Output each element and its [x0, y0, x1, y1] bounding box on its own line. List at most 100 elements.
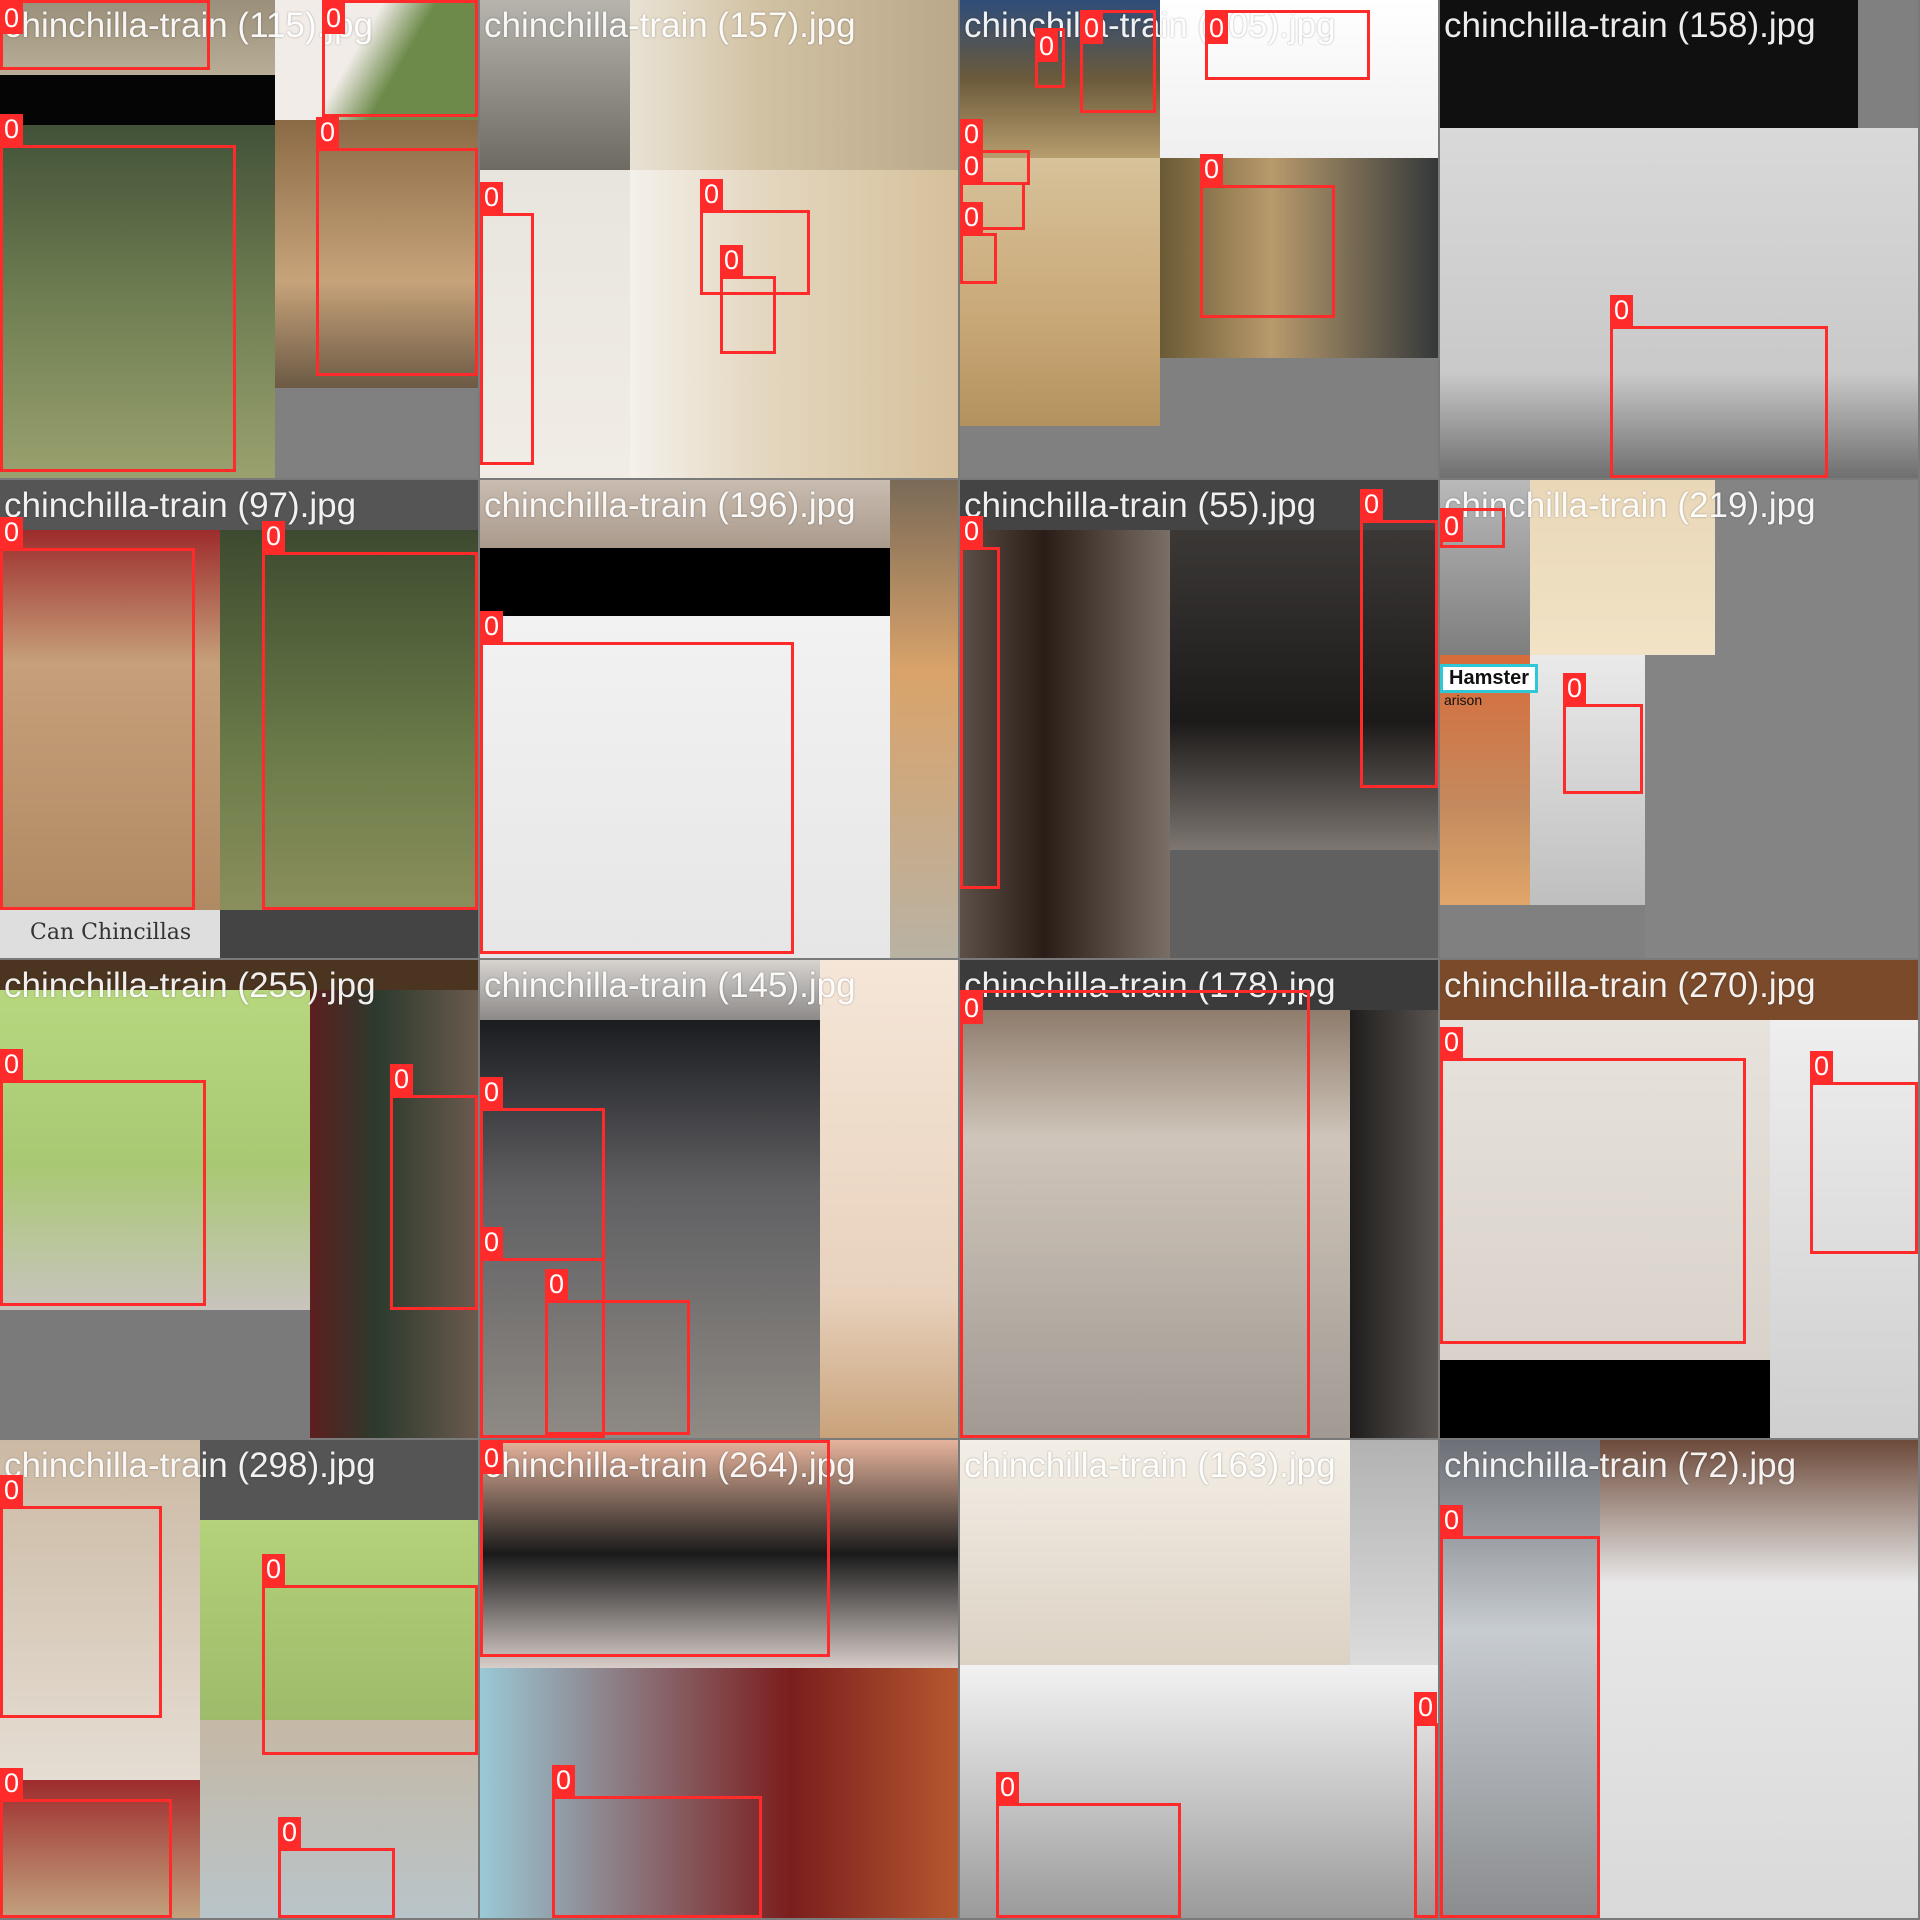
- tile-filename: chinchilla-train (157).jpg: [484, 6, 856, 45]
- photo-patch: [960, 1010, 1350, 1438]
- class-label: 0: [960, 993, 984, 1024]
- tile-filename: chinchilla-train (55).jpg: [964, 486, 1317, 525]
- class-label: 0: [1360, 489, 1384, 520]
- photo-patch: [630, 0, 958, 170]
- bounding-box: 0: [1610, 295, 1828, 478]
- class-label: 0: [322, 3, 346, 34]
- photo-patch: [820, 960, 958, 1438]
- photo-patch: [0, 910, 220, 958]
- photo-patch: [960, 480, 1438, 530]
- mosaic-tile: chinchilla-train (97).jpg 0 0 Can Chincilla…: [0, 480, 478, 958]
- photo-patch: [1530, 480, 1715, 655]
- photo-patch: [1440, 0, 1858, 128]
- class-label: 0: [480, 1227, 504, 1258]
- photo-patch: [1440, 905, 1645, 958]
- mosaic-tile: chinchilla-train (298).jpg 0 0 0 0: [0, 1440, 478, 1918]
- tile-filename: chinchilla-train (72).jpg: [1444, 1446, 1797, 1485]
- bounding-box: 0: [316, 117, 478, 376]
- photo-patch: [1350, 1440, 1438, 1665]
- photo-patch: [1440, 655, 1530, 905]
- photo-patch: [1858, 0, 1918, 128]
- photo-patch: [0, 1310, 310, 1438]
- class-label: 0: [960, 516, 984, 547]
- bounding-box: 0: [0, 114, 236, 472]
- mosaic-tile: chinchilla-train (264).jpg 0 0: [480, 1440, 958, 1918]
- class-label: 0: [1080, 13, 1104, 44]
- photo-patch: [1160, 358, 1438, 478]
- photo-patch: [1160, 158, 1438, 358]
- tile-filename: chinchilla-train (158).jpg: [1444, 6, 1816, 45]
- photo-patch: [1440, 1360, 1770, 1438]
- class-label: 0: [1440, 1027, 1464, 1058]
- bounding-box: 0: [390, 1064, 478, 1310]
- class-label: 0: [0, 3, 24, 34]
- photo-patch: [0, 480, 478, 530]
- class-label: 0: [960, 119, 984, 150]
- bounding-box: 0: [0, 1049, 206, 1306]
- class-label: 0: [480, 1077, 504, 1108]
- class-label: 0: [480, 182, 504, 213]
- photo-patch: [480, 170, 630, 478]
- photo-patch: [960, 1665, 1438, 1918]
- bounding-box: 0: [960, 202, 997, 284]
- class-label: 0: [0, 1475, 24, 1506]
- mosaic-tile: chinchilla-train (72).jpg 0: [1440, 1440, 1918, 1918]
- photo-patch: [0, 0, 275, 75]
- mosaic-tile: chinchilla-train (163).jpg 0 0: [960, 1440, 1438, 1918]
- class-label: 0: [996, 1772, 1020, 1803]
- bounding-box: 0: [1360, 489, 1438, 788]
- tile-filename: chinchilla-train (115).jpg: [4, 6, 373, 45]
- bounding-box: 0: [1080, 10, 1156, 113]
- photo-patch: [960, 0, 1160, 158]
- class-label: 0: [1440, 511, 1464, 542]
- mosaic-tile: chinchilla-train (115).jpg 0 0 0 0: [0, 0, 478, 478]
- bounding-box: 0: [1200, 154, 1335, 318]
- bounding-box: 0: [480, 1440, 830, 1657]
- mosaic-tile: chinchilla-train (158).jpg 0: [1440, 0, 1918, 478]
- photo-patch: [480, 1440, 958, 1668]
- bounding-box: 0: [0, 1768, 172, 1918]
- image-caption: Can Chincillas: [30, 920, 192, 945]
- bounding-box: 0: [0, 517, 195, 910]
- tile-filename: chinchilla-train (298).jpg: [4, 1446, 376, 1485]
- bounding-box: 0: [1414, 1692, 1438, 1918]
- photo-patch: [0, 75, 275, 125]
- bounding-box: 0: [1810, 1051, 1918, 1254]
- mosaic-tile: chinchilla-train (270).jpg 0 0: [1440, 960, 1918, 1438]
- bounding-box: 0: [1440, 508, 1505, 548]
- class-label: 0: [720, 245, 744, 276]
- class-label: 0: [1440, 1505, 1464, 1536]
- photo-patch: [1170, 530, 1438, 850]
- photo-patch: [1530, 655, 1645, 905]
- photo-patch: [1600, 1440, 1918, 1918]
- mosaic-tile: chinchilla-train (55).jpg 0 0: [960, 480, 1438, 958]
- class-label: 0: [316, 117, 340, 148]
- bounding-box: 0: [262, 521, 478, 910]
- bounding-box: 0: [262, 1554, 478, 1755]
- tile-filename: chinchilla-train (97).jpg: [4, 486, 357, 525]
- class-label: 0: [278, 1817, 302, 1848]
- bounding-box: 0: [0, 0, 210, 70]
- class-label: 0: [700, 179, 724, 210]
- bounding-box: 0: [545, 1269, 690, 1435]
- bounding-box: 0: [720, 245, 776, 354]
- photo-patch: [1440, 1440, 1600, 1918]
- class-label: 0: [552, 1765, 576, 1796]
- image-caption: Hamster: [1440, 664, 1539, 693]
- tile-filename: chinchilla-train (196).jpg: [484, 486, 856, 525]
- mosaic-tile: chinchilla-train (145).jpg 0 0 0: [480, 960, 958, 1438]
- photo-patch: [630, 170, 958, 478]
- class-label: 0: [1205, 13, 1229, 44]
- photo-patch: [480, 0, 630, 170]
- photo-patch: [1440, 1020, 1770, 1360]
- photo-patch: [0, 990, 310, 1310]
- photo-patch: [275, 120, 478, 388]
- bounding-box: 0: [1205, 10, 1370, 80]
- tile-filename: chinchilla-train (163).jpg: [964, 1446, 1336, 1485]
- photo-patch: [0, 960, 478, 990]
- bounding-box: 0: [960, 990, 1310, 1438]
- class-label: 0: [1035, 31, 1059, 62]
- mosaic-tile: chinchilla-train (255).jpg 0 0: [0, 960, 478, 1438]
- image-caption: arison: [1444, 692, 1483, 708]
